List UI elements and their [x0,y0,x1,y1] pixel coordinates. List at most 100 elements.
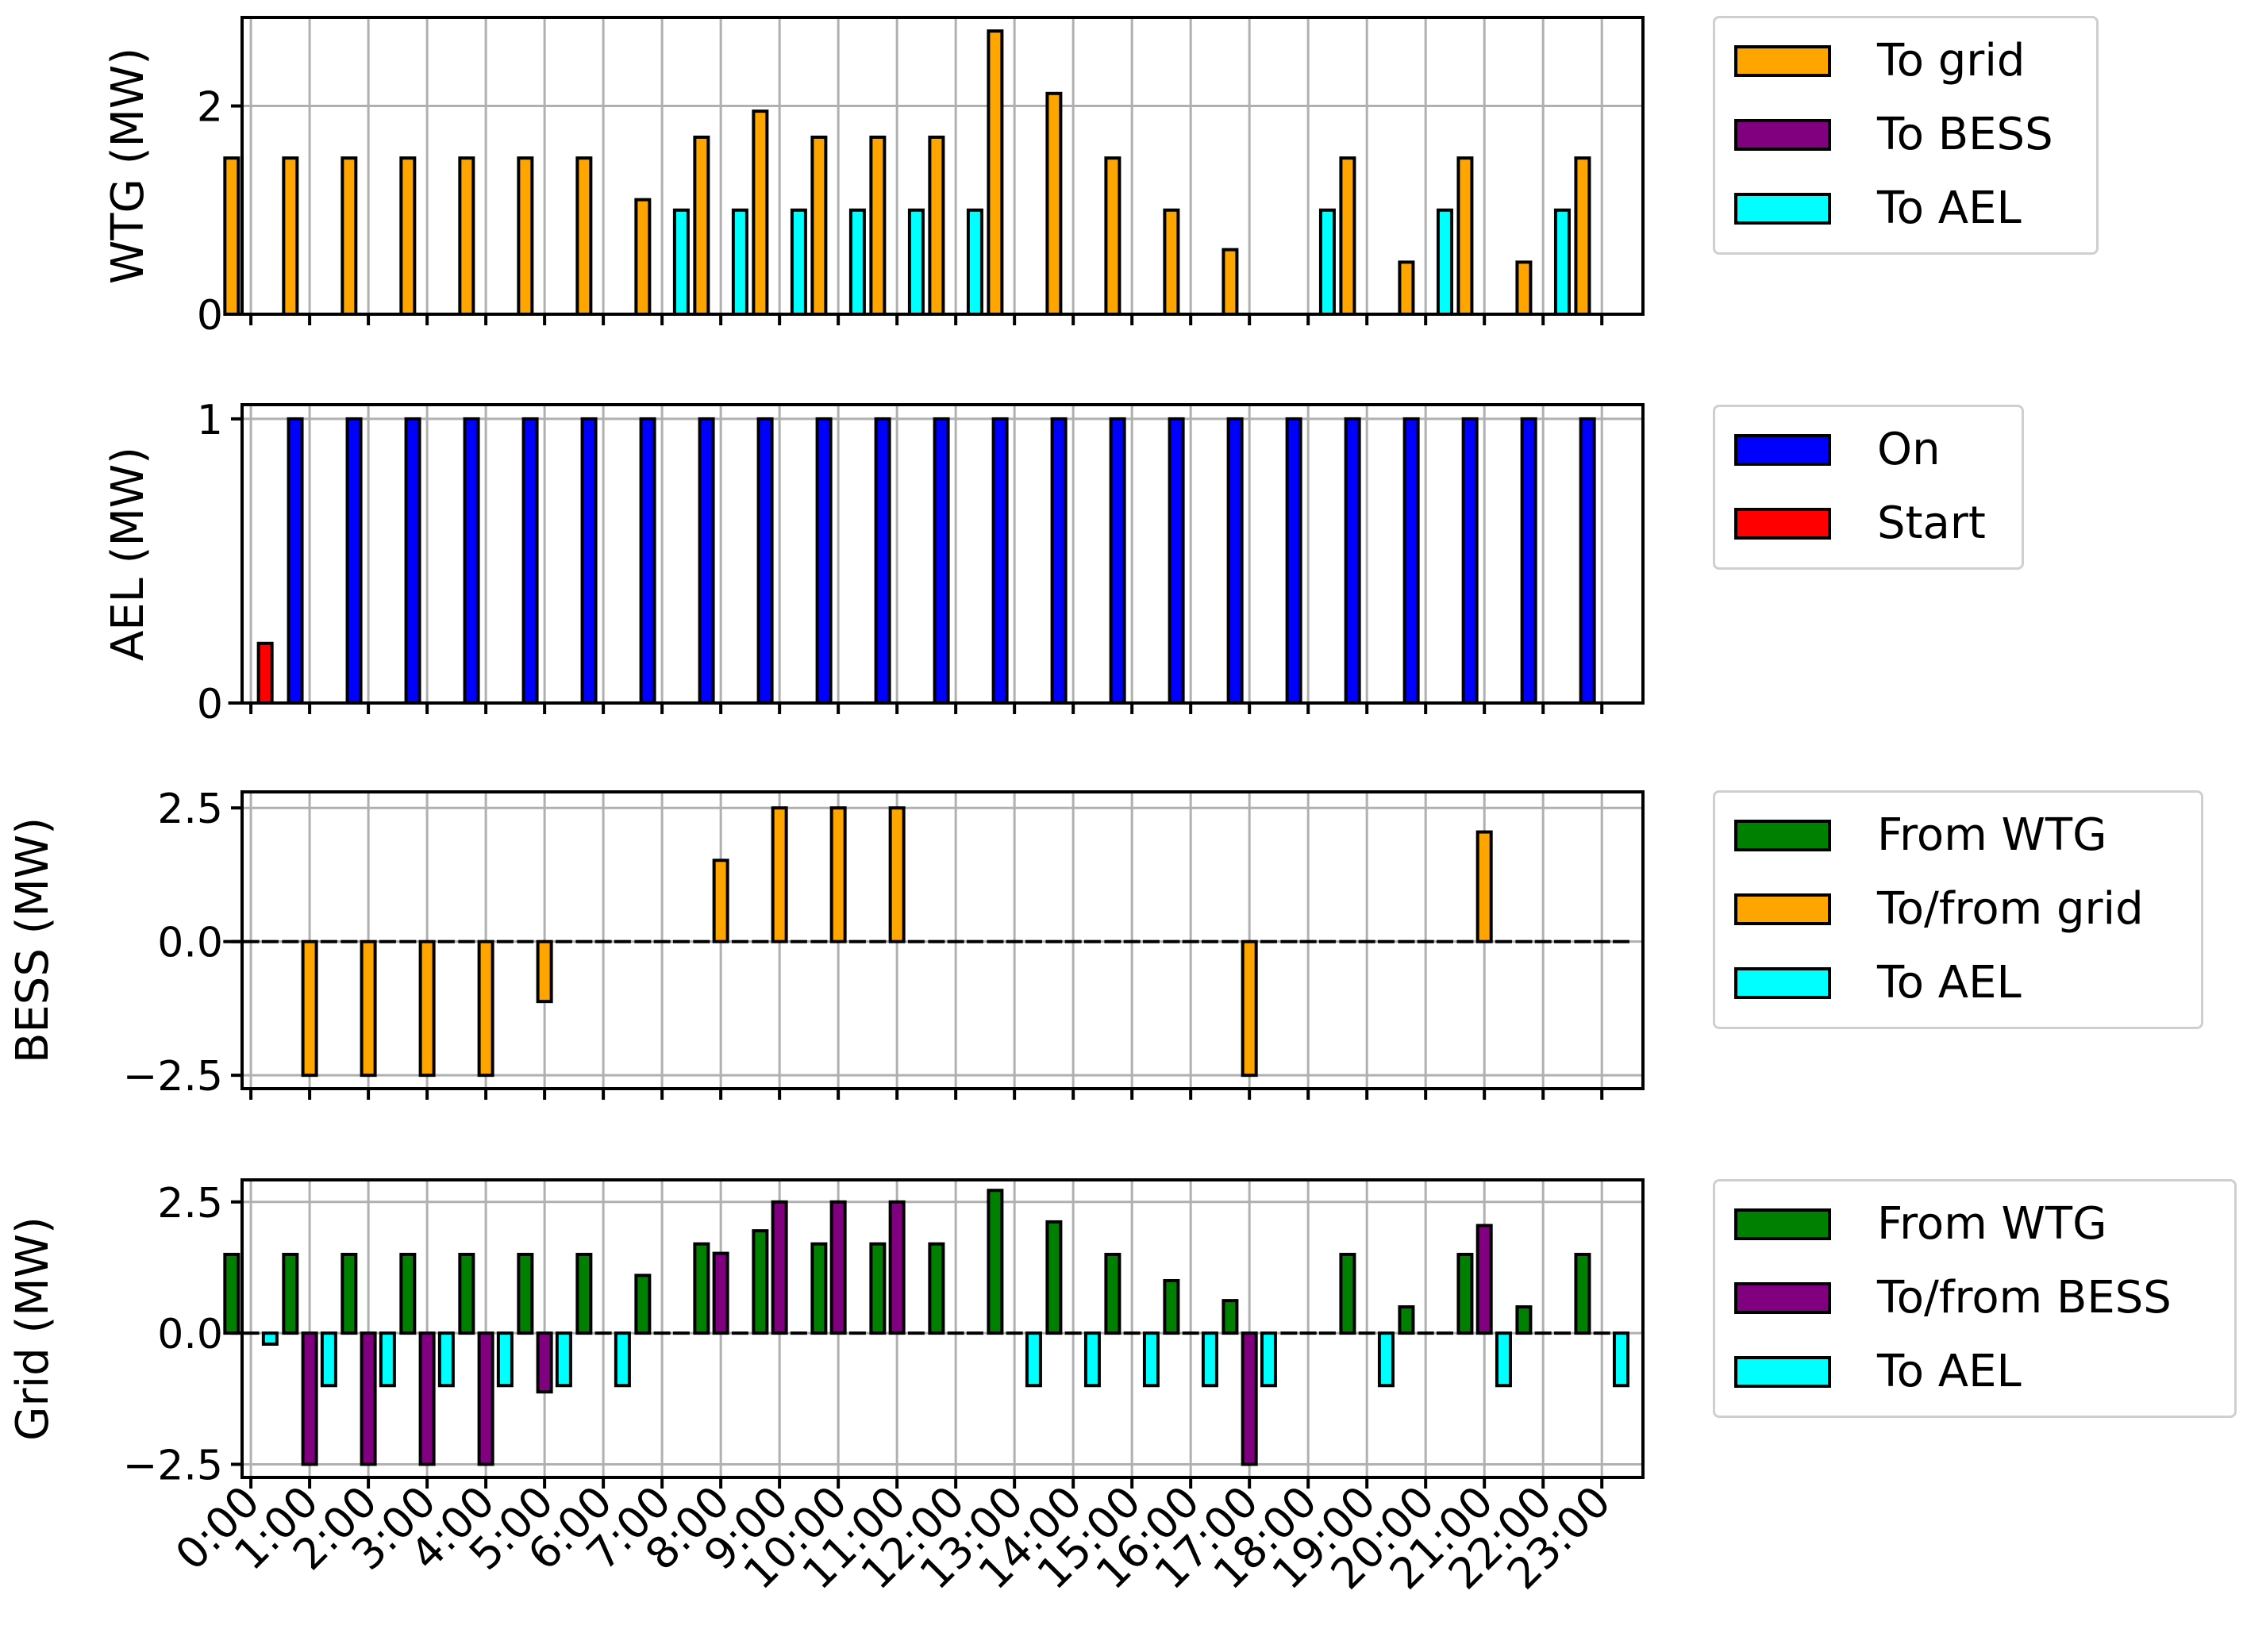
bar-to-ael-14:00 [1083,1331,1101,1388]
bar-on-17:00 [1226,417,1244,705]
bar-to-grid-12:00 [928,135,945,316]
bar-to-ael-19:00 [1377,1331,1395,1388]
y-tick-label: 2 [197,84,223,132]
legend-label: From WTG [1877,809,2107,861]
panel-3: −2.5 0.0 2.5 BESS (MW) [7,786,1645,1101]
y-axis-label: WTG (MW) [102,48,154,284]
bar-on-12:00 [933,417,950,705]
bar-to-from-bess-17:00 [1241,1331,1258,1466]
bar-from-wtg-22:00 [1515,1305,1533,1335]
bar-to-grid-20:00 [1398,260,1415,316]
legend-label: To AEL [1877,957,2022,1008]
y-tick-label: 2.5 [157,1180,223,1227]
y-axis-label: Grid (MW) [7,1216,59,1441]
bar-to-grid-11:00 [869,135,887,316]
legend-entry: To AEL [1715,179,2096,242]
bar-to-ael-12:00 [966,208,983,317]
bar-to-ael-9:00 [790,208,807,317]
bar-to-ael-2:00 [379,1331,396,1388]
bar-to-grid-7:00 [634,198,652,316]
bar-from-wtg-23:00 [1574,1252,1591,1335]
bar-on-1:00 [287,417,304,705]
legend-label: To/from BESS [1877,1272,2172,1324]
bar-on-2:00 [345,417,363,705]
legend-entry: Start [1715,494,2022,557]
bar-to-ael-15:00 [1142,1331,1160,1388]
bar-to-ael-13:00 [1025,1331,1042,1388]
bar-from-wtg-16:00 [1163,1278,1180,1335]
bar-to-ael-16:00 [1201,1331,1218,1388]
legend-label: On [1877,424,1941,475]
bar-to-from-grid-3:00 [418,939,436,1078]
y-axis-label: AEL (MW) [102,447,154,661]
y-tick-label: 1 [197,397,223,444]
bar-from-wtg-6:00 [575,1252,593,1335]
bar-from-wtg-7:00 [634,1274,652,1335]
bar-to-from-bess-9:00 [771,1200,788,1335]
legend-entry: To BESS [1715,105,2096,168]
bar-on-11:00 [874,417,891,705]
bar-to-from-bess-5:00 [536,1331,553,1394]
bar-to-grid-4:00 [458,156,475,316]
bar-on-16:00 [1168,417,1185,705]
bar-on-23:00 [1579,417,1596,705]
bar-on-18:00 [1285,417,1302,705]
legend-entry: To/from grid [1715,879,2201,943]
bar-on-7:00 [639,417,656,705]
bar-to-ael-1:00 [320,1331,337,1388]
y-tick-label: −2.5 [123,1053,223,1101]
bar-on-20:00 [1402,417,1420,705]
bar-to-grid-1:00 [282,156,299,316]
bar-to-grid-3:00 [399,156,417,316]
bar-to-ael-21:00 [1495,1331,1512,1388]
legend-swatch [1734,508,1831,540]
legend-entry: To AEL [1715,953,2201,1016]
bar-to-grid-9:00 [752,109,769,316]
bar-on-3:00 [404,417,421,705]
bar-to-ael-23:00 [1612,1331,1629,1388]
bar-to-grid-14:00 [1045,91,1063,317]
bar-to-from-bess-1:00 [301,1331,318,1466]
bar-to-ael-17:00 [1260,1331,1277,1388]
bar-to-grid-17:00 [1222,248,1239,317]
bar-on-21:00 [1461,417,1479,705]
bar-to-grid-2:00 [340,156,358,316]
legend-entry: From WTG [1715,1194,2234,1258]
bar-to-ael-18:00 [1318,208,1336,317]
legend-entry: To grid [1715,31,2096,94]
legend-swatch [1734,1208,1831,1240]
y-tick-label: 0 [197,681,223,728]
bar-to-grid-22:00 [1515,260,1533,316]
y-axis-label: BESS (MW) [7,817,59,1063]
bar-to-grid-0:00 [223,156,240,316]
legend-swatch [1734,119,1831,151]
bar-to-grid-19:00 [1339,156,1356,316]
legend-panel-2: On Start [1713,405,2024,570]
bar-to-ael-20:00 [1436,208,1453,317]
bar-to-from-grid-1:00 [301,939,318,1078]
legend-swatch [1734,434,1831,466]
bar-to-grid-6:00 [575,156,593,316]
legend-swatch [1734,967,1831,999]
axes-frame [240,1178,1645,1479]
bar-to-ael-10:00 [848,208,866,317]
bar-from-wtg-17:00 [1222,1299,1239,1335]
legend-swatch [1734,820,1831,851]
y-tick-label: −2.5 [123,1442,223,1489]
bar-to-from-bess-21:00 [1475,1224,1493,1335]
bar-to-ael-22:00 [1553,208,1571,317]
bar-from-wtg-15:00 [1104,1252,1122,1335]
y-tick-label: 0.0 [157,1311,223,1358]
y-tick-label: 0 [197,292,223,340]
legend-swatch [1734,193,1831,225]
legend-panel-4: From WTG To/from BESS To AEL [1713,1179,2237,1418]
bar-to-grid-16:00 [1163,208,1180,317]
bar-from-wtg-3:00 [399,1252,417,1335]
bar-from-wtg-10:00 [810,1242,828,1335]
bar-to-from-grid-10:00 [829,806,847,943]
bar-on-10:00 [815,417,833,705]
y-tick-label: 2.5 [157,786,223,833]
bar-to-ael-4:00 [496,1331,514,1388]
bar-from-wtg-11:00 [869,1242,887,1335]
